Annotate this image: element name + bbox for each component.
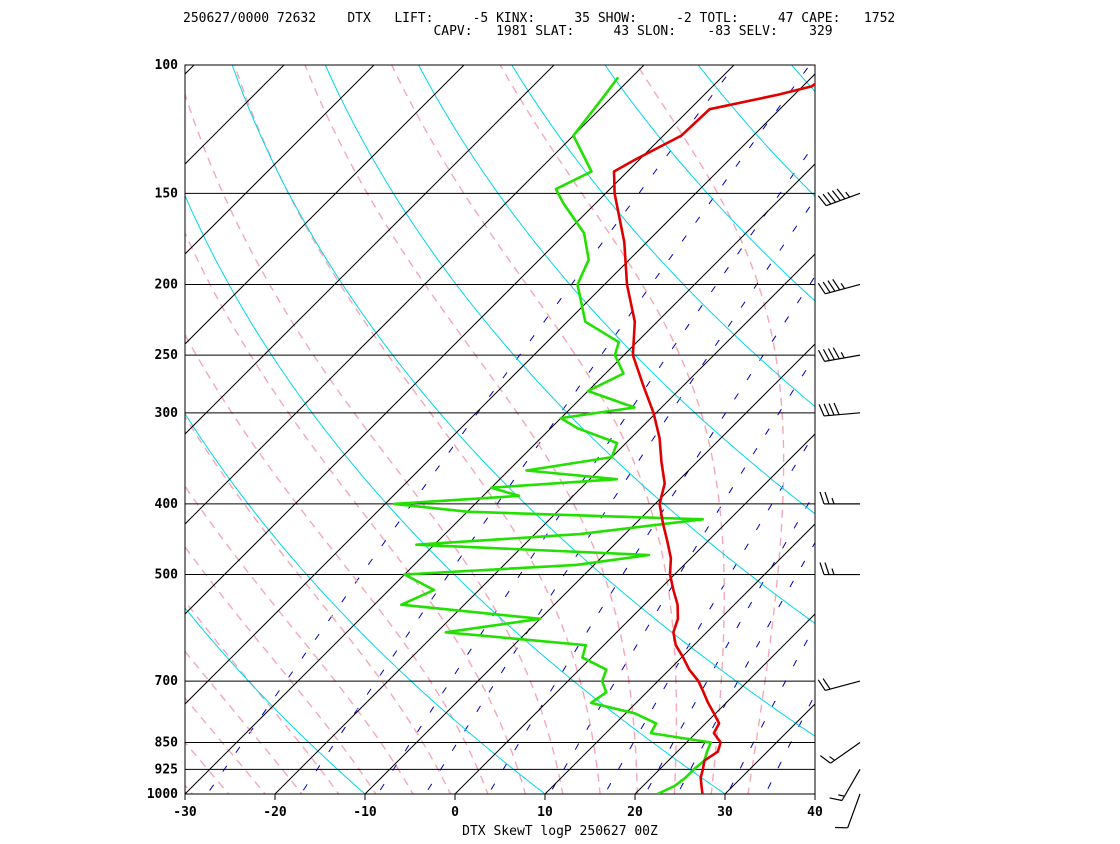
dry-adiabats [0,49,1120,810]
isotherm-line [0,49,480,810]
dry-adiabat-line [0,49,200,810]
temperature-tick-label: 40 [807,805,823,820]
pressure-tick-label: 1000 [147,787,178,802]
temperature-tick-label: -30 [173,805,197,820]
pressure-tick-label: 250 [155,348,179,363]
wind-barb [818,189,860,206]
isotherm-line [440,49,1120,810]
temperature-tick-labels: -30 -20 -10 0 10 20 30 40 [173,794,823,820]
wind-barb [830,769,860,800]
moist-adiabat-line [85,65,493,809]
profiles [394,74,828,794]
wind-barb [820,563,860,575]
isotherms [0,49,1120,810]
dry-adiabat-line [135,49,748,810]
pressure-tick-label: 300 [155,406,179,421]
isotherm-line [350,49,1111,810]
wind-barb [820,492,860,504]
dry-adiabat-line [778,49,1120,810]
dry-adiabat-line [0,49,18,810]
isotherm-line [0,49,30,810]
moist-adiabat-line [0,65,242,809]
moist-adiabat-line [17,65,422,809]
mixing-ratio-line [669,65,1103,809]
moist-adiabat-line [0,65,386,809]
isotherm-line [260,49,1021,810]
isotherm-line [0,49,300,810]
moist-adiabat-line [49,65,458,809]
dry-adiabat-line [686,49,1120,810]
pressure-tick-label: 500 [155,568,179,583]
wind-barbs [818,189,860,828]
isotherm-line [800,49,1120,810]
isotherm-line [0,49,570,810]
dry-adiabat-line [594,49,1120,810]
mixing-ratio-line [637,65,1079,809]
wind-barb [818,279,860,293]
moist-adiabat-line [0,65,278,809]
temperature-tick-label: 20 [627,805,643,820]
isotherm-line [0,49,120,810]
moist-adiabat-line [0,65,350,809]
chart-caption: DTX SkewT logP 250627 00Z [462,824,658,839]
wind-barb [819,348,860,362]
temperature-tick-label: -20 [263,805,287,820]
wind-barb [820,743,860,764]
pressure-tick-label: 400 [155,497,179,512]
wind-barb [835,794,860,828]
isotherm-line [620,49,1120,810]
moist-adiabat-line [234,65,601,809]
dry-adiabat-line [410,49,1120,810]
pressure-tick-label: 100 [155,58,179,73]
pressure-tick-label: 700 [155,674,179,689]
header-line-2: CAPV: 1981 SLAT: 43 SLON: -83 SELV: 329 [183,24,833,39]
wind-barb [819,403,860,416]
pressure-tick-label: 200 [155,277,179,292]
dry-adiabat-line [961,49,1120,810]
dewpoint-line [394,77,711,794]
isotherm-line [80,49,841,810]
moist-adiabat-line [0,65,314,809]
dry-adiabat-line [318,49,1113,810]
moist-adiabat-line [305,65,638,809]
temperature-tick-label: 30 [717,805,733,820]
dry-adiabat-line [43,49,566,810]
moist-adiabat-line [127,65,529,809]
wind-barb [818,679,860,691]
pressure-tick-label: 150 [155,186,179,201]
isotherm-line [0,49,210,810]
dry-adiabat-line [0,49,383,810]
moist-adiabat-line [0,65,206,809]
mixing-ratio-line [416,65,908,809]
temperature-tick-label: 10 [537,805,553,820]
dry-adiabat-line [502,49,1120,810]
mixing-ratio-line [596,65,1047,809]
moist-adiabat-line [0,65,170,809]
background-lines [0,49,1120,810]
isotherm-line [710,49,1120,810]
moist-adiabats [0,65,784,809]
pressure-tick-label: 925 [155,762,178,777]
pressure-tick-label: 850 [155,736,179,751]
temperature-tick-label: 0 [451,805,459,820]
mixing-ratio-line [720,65,1120,809]
dry-adiabat-line [870,49,1120,810]
isotherm-line [530,49,1120,810]
dry-adiabat-line [1053,49,1120,810]
isotherm-line [170,49,931,810]
pressure-tick-labels: 100 150 200 250 300 400 500 700 850 925 1000 [147,58,178,802]
temperature-tick-label: -10 [353,805,377,820]
mixing-ratio-line [541,65,1005,809]
